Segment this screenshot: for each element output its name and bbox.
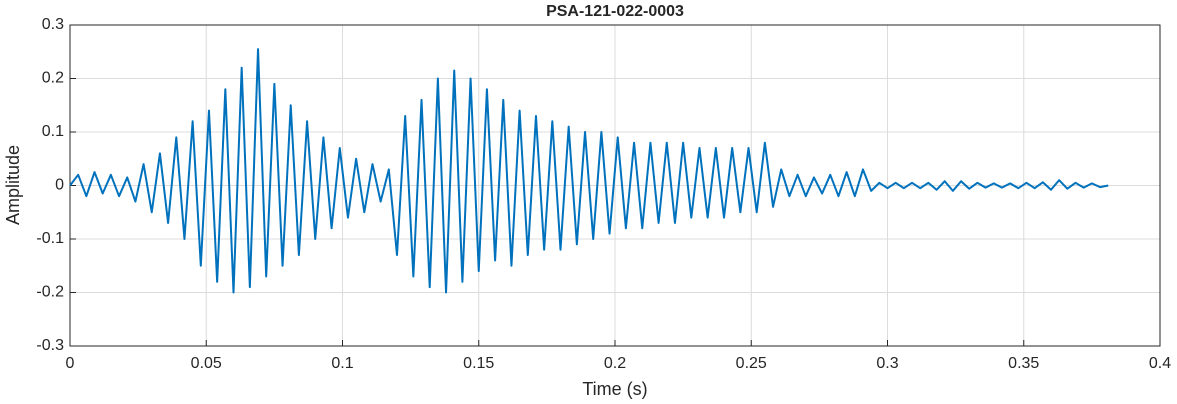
y-axis-label: Amplitude — [3, 145, 23, 225]
x-tick-label: 0.4 — [1149, 355, 1171, 372]
waveform-line — [69, 48, 1109, 294]
y-tick-label: 0.1 — [42, 123, 64, 140]
x-axis-label: Time (s) — [582, 379, 647, 399]
x-tick-label: 0.35 — [1008, 355, 1039, 372]
x-tick-label: 0.25 — [736, 355, 767, 372]
y-tick-label: 0.3 — [42, 16, 64, 33]
y-tick-label: 0.2 — [42, 70, 64, 87]
x-tick-label: 0.15 — [463, 355, 494, 372]
x-tick-label: 0.05 — [191, 355, 222, 372]
x-tick-label: 0.3 — [876, 355, 898, 372]
x-tick-label: 0.2 — [604, 355, 626, 372]
y-tick-label: -0.1 — [36, 230, 64, 247]
x-tick-label: 0.1 — [331, 355, 353, 372]
y-tick-label: 0 — [55, 177, 64, 194]
y-tick-label: -0.3 — [36, 337, 64, 354]
y-tick-label: -0.2 — [36, 284, 64, 301]
x-tick-label: 0 — [66, 355, 75, 372]
chart-title: PSA-121-022-0003 — [546, 3, 684, 20]
